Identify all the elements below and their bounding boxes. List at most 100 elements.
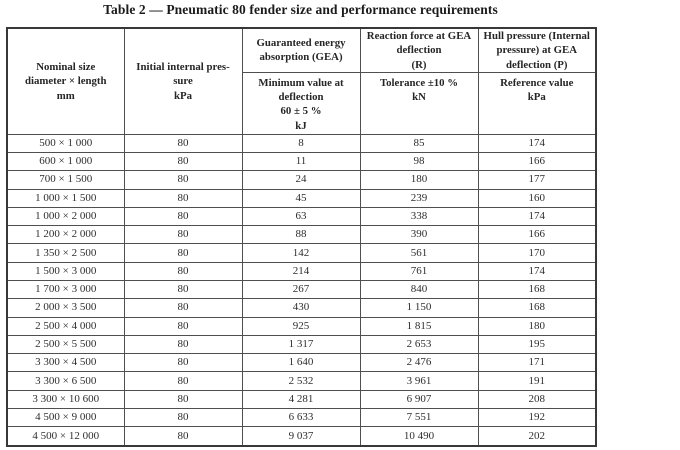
cell-reaction-force: 2 476: [359, 353, 479, 373]
cell-gea-value: 11: [241, 152, 361, 172]
cell-gea-value: 8: [241, 133, 361, 154]
col-header-reaction-group: Reaction force at GEA deflection (R): [359, 27, 479, 73]
cell-reaction-force: 1 815: [359, 316, 479, 336]
cell-hull-pressure: 160: [477, 188, 597, 208]
table-row: 600 × 1 000 80 11 98 166: [6, 152, 597, 172]
table-body: 500 × 1 000 80 8 85 174 600 × 1 000 80 1…: [6, 133, 597, 447]
header-sub-row: Minimum value at deflection 60 ± 5 % kJ …: [7, 71, 597, 135]
cell-reaction-force: 6 907: [359, 389, 479, 409]
cell-gea-value: 9 037: [241, 426, 361, 447]
table-row: 4 500 × 9 000 80 6 633 7 551 192: [6, 407, 597, 428]
cell-gea-value: 142: [241, 243, 361, 263]
cell-hull-pressure: 166: [477, 152, 597, 172]
cell-nominal-size: 1 500 × 3 000: [6, 261, 125, 282]
table-title: Table 2 — Pneumatic 80 fender size and p…: [103, 2, 498, 17]
cell-nominal-size: 600 × 1 000: [6, 152, 125, 172]
cell-hull-pressure: 170: [477, 243, 597, 263]
col-header-gea-group: Guaranteed energy absorption (GEA): [241, 27, 361, 73]
cell-reaction-force: 561: [359, 243, 479, 263]
cell-nominal-size: 700 × 1 500: [6, 170, 125, 190]
table-row: 3 300 × 4 500 80 1 640 2 476 171: [6, 353, 597, 373]
col-header-gea-sub: Minimum value at deflection 60 ± 5 % kJ: [241, 71, 361, 135]
table-row: 1 000 × 1 500 80 45 239 160: [6, 188, 597, 208]
cell-hull-pressure: 168: [477, 298, 597, 318]
cell-initial-pressure: 80: [123, 188, 243, 208]
table-row: 700 × 1 500 80 24 180 177: [6, 170, 597, 190]
cell-hull-pressure: 195: [477, 334, 597, 355]
cell-gea-value: 267: [241, 279, 361, 300]
cell-nominal-size: 3 300 × 4 500: [6, 353, 125, 373]
cell-gea-value: 430: [241, 298, 361, 318]
cell-reaction-force: 338: [359, 206, 479, 227]
table-row: 500 × 1 000 80 8 85 174: [6, 133, 597, 154]
cell-reaction-force: 761: [359, 261, 479, 282]
cell-gea-value: 214: [241, 261, 361, 282]
table-row: 1 200 × 2 000 80 88 390 166: [6, 225, 597, 245]
cell-gea-value: 6 633: [241, 407, 361, 428]
header-group-row: Nominal size diameter × length mm Initia…: [6, 27, 597, 135]
table-header: Nominal size diameter × length mm Initia…: [6, 27, 597, 135]
table-row: 2 500 × 4 000 80 925 1 815 180: [6, 316, 597, 336]
cell-initial-pressure: 80: [123, 334, 243, 355]
cell-reaction-force: 239: [359, 188, 479, 208]
cell-initial-pressure: 80: [123, 152, 243, 172]
table-row: 2 500 × 5 500 80 1 317 2 653 195: [6, 334, 597, 355]
col-header-initial-pressure: Initial internal pres- sure kPa: [123, 27, 243, 135]
cell-reaction-force: 180: [359, 170, 479, 190]
cell-nominal-size: 1 000 × 1 500: [6, 188, 125, 208]
cell-hull-pressure: 208: [477, 389, 597, 409]
cell-initial-pressure: 80: [123, 407, 243, 428]
cell-gea-value: 45: [241, 188, 361, 208]
cell-reaction-force: 1 150: [359, 298, 479, 318]
cell-nominal-size: 500 × 1 000: [6, 133, 125, 154]
cell-hull-pressure: 202: [477, 426, 597, 447]
cell-initial-pressure: 80: [123, 298, 243, 318]
cell-hull-pressure: 192: [477, 407, 597, 428]
cell-hull-pressure: 166: [477, 225, 597, 245]
cell-hull-pressure: 177: [477, 170, 597, 190]
cell-nominal-size: 2 000 × 3 500: [6, 298, 125, 318]
cell-initial-pressure: 80: [123, 206, 243, 227]
cell-gea-value: 1 317: [241, 334, 361, 355]
cell-gea-value: 63: [241, 206, 361, 227]
table-row: 2 000 × 3 500 80 430 1 150 168: [6, 298, 597, 318]
cell-reaction-force: 390: [359, 225, 479, 245]
cell-reaction-force: 3 961: [359, 371, 479, 391]
cell-nominal-size: 3 300 × 10 600: [6, 389, 125, 409]
cell-gea-value: 2 532: [241, 371, 361, 391]
cell-nominal-size: 1 350 × 2 500: [6, 243, 125, 263]
cell-nominal-size: 1 200 × 2 000: [6, 225, 125, 245]
cell-reaction-force: 98: [359, 152, 479, 172]
cell-nominal-size: 1 000 × 2 000: [6, 206, 125, 227]
cell-nominal-size: 2 500 × 5 500: [6, 334, 125, 355]
table-row: 1 500 × 3 000 80 214 761 174: [6, 261, 597, 282]
cell-initial-pressure: 80: [123, 371, 243, 391]
cell-nominal-size: 4 500 × 9 000: [6, 407, 125, 428]
cell-hull-pressure: 180: [477, 316, 597, 336]
cell-hull-pressure: 191: [477, 371, 597, 391]
cell-initial-pressure: 80: [123, 389, 243, 409]
cell-reaction-force: 2 653: [359, 334, 479, 355]
table-row: 3 300 × 6 500 80 2 532 3 961 191: [6, 371, 597, 391]
cell-reaction-force: 840: [359, 279, 479, 300]
cell-gea-value: 925: [241, 316, 361, 336]
cell-initial-pressure: 80: [123, 170, 243, 190]
cell-hull-pressure: 174: [477, 261, 597, 282]
cell-gea-value: 88: [241, 225, 361, 245]
cell-hull-pressure: 174: [477, 206, 597, 227]
cell-nominal-size: 4 500 × 12 000: [6, 426, 125, 447]
table-row: 1 000 × 2 000 80 63 338 174: [6, 206, 597, 227]
cell-reaction-force: 85: [359, 133, 479, 154]
fender-requirements-table: Nominal size diameter × length mm Initia…: [6, 27, 597, 447]
cell-initial-pressure: 80: [123, 279, 243, 300]
col-header-hull-sub: Reference value kPa: [477, 71, 597, 135]
col-header-hull-group: Hull pressure (Internal pressure) at GEA…: [477, 27, 597, 73]
cell-initial-pressure: 80: [123, 225, 243, 245]
cell-nominal-size: 2 500 × 4 000: [6, 316, 125, 336]
table-row: 3 300 × 10 600 80 4 281 6 907 208: [6, 389, 597, 409]
cell-hull-pressure: 174: [477, 133, 597, 154]
col-header-reaction-sub: Tolerance ±10 % kN: [359, 71, 479, 135]
cell-hull-pressure: 168: [477, 279, 597, 300]
cell-gea-value: 4 281: [241, 389, 361, 409]
